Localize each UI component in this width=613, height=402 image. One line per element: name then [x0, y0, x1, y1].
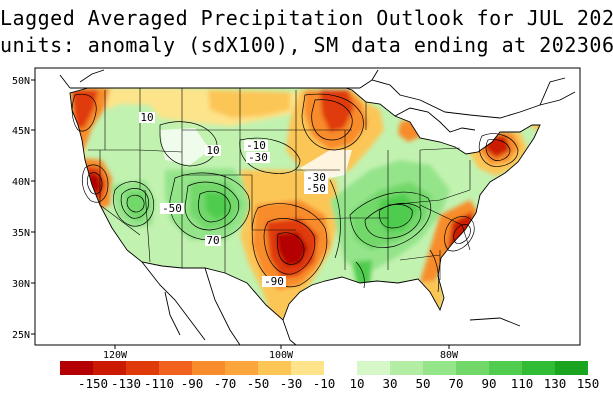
- contour-label: -30: [248, 151, 268, 164]
- colorbar-label: 110: [511, 376, 534, 391]
- contour-label: -10: [246, 139, 266, 152]
- colorbar-label: -70: [214, 376, 237, 391]
- colorbar-swatch: [159, 361, 192, 375]
- colorbar-label: 50: [415, 376, 430, 391]
- colorbar-label: -90: [181, 376, 204, 391]
- colorbar-swatch: [60, 361, 93, 375]
- colorbar-label: -110: [144, 376, 174, 391]
- colorbar-swatch: [489, 361, 522, 375]
- colorbar-label: 30: [382, 376, 397, 391]
- colorbar-swatch: [357, 361, 390, 375]
- lon-tick-120w: 120W: [103, 350, 128, 361]
- colorbar-swatch: [192, 361, 225, 375]
- coastlines: [59, 69, 576, 345]
- lon-tick-80w: 80W: [440, 350, 459, 361]
- lat-tick-35n: 35N: [12, 228, 30, 239]
- lat-tick-50n: 50N: [12, 76, 30, 87]
- contour-label: -50: [306, 182, 326, 195]
- lon-tick-100w: 100W: [269, 350, 294, 361]
- title-line-1: Lagged Averaged Precipitation Outlook fo…: [0, 6, 613, 30]
- colorbar-swatch: [324, 361, 357, 375]
- lat-tick-30n: 30N: [12, 279, 30, 290]
- contour-label: -90: [264, 275, 284, 288]
- colorbar-label: -30: [280, 376, 303, 391]
- map-frame: [34, 67, 581, 346]
- lat-axis: 50N 45N 40N 35N 30N 25N: [12, 76, 35, 341]
- colorbar-swatch: [126, 361, 159, 375]
- colorbar-label: -50: [247, 376, 270, 391]
- title-line-2: units: anomaly (sdX100), SM data ending …: [0, 33, 613, 57]
- colorbar-swatch: [423, 361, 456, 375]
- lat-tick-25n: 25N: [12, 330, 30, 341]
- colorbar-swatch: [291, 361, 324, 375]
- colorbar-swatch: [555, 361, 588, 375]
- colorbar-label: 130: [544, 376, 567, 391]
- contour-label: -50: [162, 202, 182, 215]
- contour-label: 10: [206, 144, 219, 157]
- colorbar-label: 10: [349, 376, 364, 391]
- contour-labels: 10 10 -10 -30 -30 -50 -50 70 -90: [139, 111, 328, 288]
- contour-label: 70: [206, 234, 219, 247]
- colorbar-swatch: [225, 361, 258, 375]
- colorbar-label: 90: [481, 376, 496, 391]
- colorbar-swatch: [390, 361, 423, 375]
- colorbar: -150 -130 -110 -90 -70 -50 -30 -10 10 30 50 70 90 110…: [60, 361, 599, 391]
- contour-lines: [71, 93, 519, 293]
- colorbar-label: -150: [78, 376, 108, 391]
- colorbar-swatch: [522, 361, 555, 375]
- colorbar-swatch: [456, 361, 489, 375]
- lat-tick-40n: 40N: [12, 177, 30, 188]
- colorbar-swatch: [258, 361, 291, 375]
- contour-label: 10: [140, 111, 153, 124]
- colorbar-label: -130: [111, 376, 141, 391]
- colorbar-label: 70: [448, 376, 463, 391]
- lat-tick-45n: 45N: [12, 126, 30, 137]
- lon-axis: 120W 100W 80W: [103, 345, 459, 361]
- neutral-zone: [160, 128, 210, 165]
- colorbar-label: -10: [313, 376, 336, 391]
- contour-label: -30: [306, 171, 326, 184]
- colorbar-swatch: [93, 361, 126, 375]
- colorbar-label: 150: [577, 376, 600, 391]
